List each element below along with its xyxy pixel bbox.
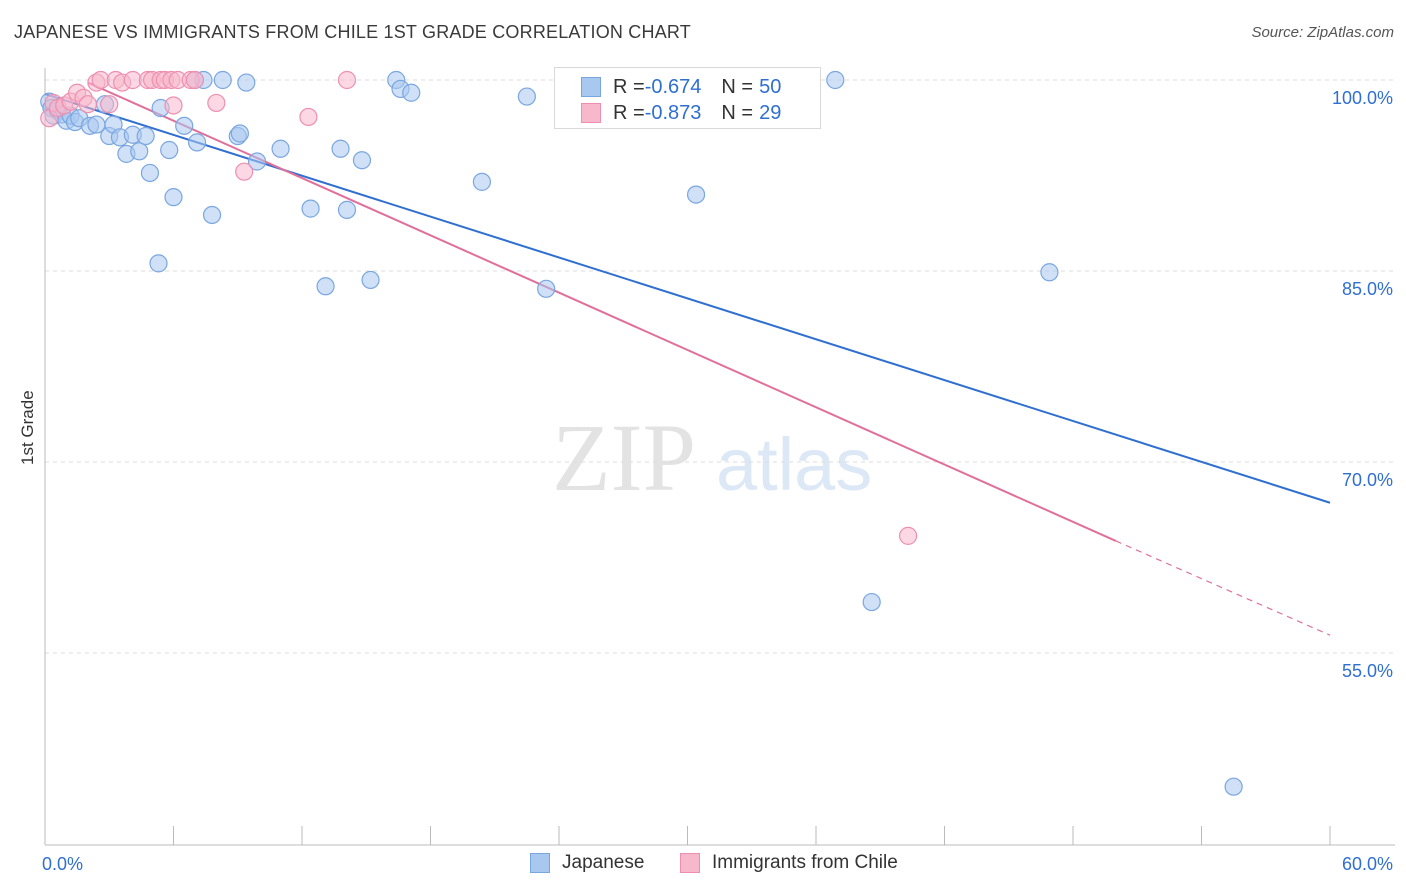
japanese-point [686, 185, 706, 204]
chile-legend-swatch [680, 853, 700, 873]
japanese-point [136, 126, 155, 146]
r-label: R = [613, 75, 645, 98]
japanese-point [160, 140, 179, 160]
japanese-point [202, 205, 222, 225]
chile-point [337, 70, 357, 90]
japanese-swatch [581, 77, 601, 97]
japanese-point [517, 87, 536, 106]
chile-point [207, 93, 226, 113]
watermark-atlas: atlas [716, 423, 872, 506]
chile-swatch [581, 103, 601, 123]
japanese-point [213, 70, 232, 90]
chile-point [235, 162, 254, 181]
chile-trend-line-extension [1115, 540, 1331, 636]
series-legend: Japanese Immigrants from Chile [0, 852, 1406, 878]
r-value: -0.674 [644, 75, 702, 98]
japanese-point [130, 142, 149, 161]
data-points [40, 70, 1243, 796]
chart-title: JAPANESE VS IMMIGRANTS FROM CHILE 1ST GR… [14, 22, 691, 42]
japanese-point [164, 188, 183, 207]
chile-point [164, 96, 183, 115]
japanese-point [247, 152, 267, 171]
japanese-point [1224, 777, 1243, 796]
y-tick-label: 100.0% [1332, 88, 1393, 108]
r-value: -0.873 [644, 101, 702, 124]
japanese-point [149, 254, 168, 273]
n-label: N = [721, 75, 754, 98]
japanese-point [337, 200, 357, 219]
japanese-point [230, 124, 249, 143]
watermark-zip: ZIP [552, 404, 696, 511]
japanese-point [301, 199, 320, 218]
chile-point [898, 526, 918, 545]
tick-labels: 100.0% 85.0% 70.0% 55.0% 0.0% 60.0% [42, 88, 1393, 874]
japanese-point [352, 151, 372, 170]
y-tick-label: 55.0% [1342, 661, 1393, 681]
japanese-point [826, 70, 845, 90]
r-label: R = [613, 101, 645, 124]
legend-item-chile[interactable]: Immigrants from Chile [680, 852, 898, 874]
source-label: Source: ZipAtlas.com [1251, 24, 1394, 41]
japanese-point [331, 139, 350, 158]
stats-row-japanese: R = -0.674 N = 50 [581, 75, 781, 99]
watermark: ZIP atlas [552, 404, 872, 511]
japanese-point [1040, 263, 1059, 282]
n-value: 29 [759, 101, 782, 124]
japanese-legend-swatch [530, 853, 550, 873]
japanese-point [187, 133, 207, 152]
legend-item-japanese[interactable]: Japanese [530, 852, 644, 874]
japanese-point [402, 83, 421, 102]
japanese-point [361, 270, 380, 290]
y-tick-label: 70.0% [1342, 470, 1393, 490]
legend-label-japanese: Japanese [562, 852, 645, 873]
legend-label-chile: Immigrants from Chile [712, 852, 898, 873]
y-tick-label: 85.0% [1342, 279, 1393, 299]
japanese-point [316, 277, 335, 296]
n-label: N = [721, 101, 754, 124]
japanese-point [862, 592, 881, 612]
japanese-point [140, 163, 160, 183]
chile-point [78, 95, 97, 114]
japanese-point [237, 73, 256, 92]
japanese-point [537, 279, 556, 298]
stats-legend: R = -0.674 N = 50 R = -0.873 N = 29 [554, 67, 821, 129]
stats-row-chile: R = -0.873 N = 29 [581, 101, 781, 125]
chile-point [185, 70, 205, 90]
y-axis-label: 1st Grade [18, 390, 37, 465]
chile-point [100, 95, 119, 114]
axes [44, 68, 1395, 846]
japanese-point [175, 116, 194, 135]
chile-point [299, 107, 318, 127]
x-tick-label: 60.0% [1342, 854, 1393, 874]
japanese-point [472, 172, 491, 191]
n-value: 50 [759, 75, 782, 98]
x-tick-label: 0.0% [42, 854, 83, 874]
japanese-point [271, 139, 290, 158]
